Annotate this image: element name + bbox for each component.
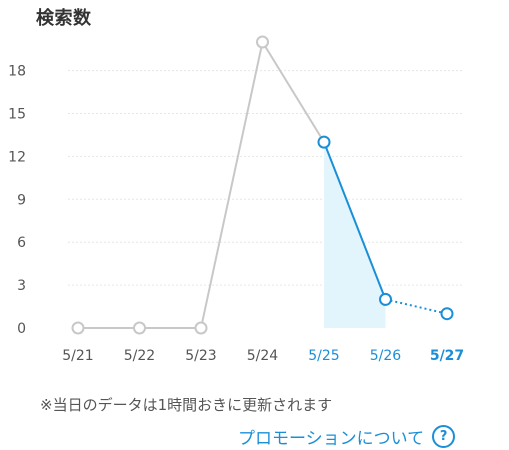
today-partial-line <box>385 298 448 315</box>
y-tick-label: 0 <box>17 321 26 337</box>
x-tick-label: 5/22 <box>124 348 155 364</box>
x-tick-label: 5/25 <box>308 348 339 364</box>
recent-series-line <box>323 141 387 300</box>
data-point <box>256 35 269 49</box>
recent-area-fill <box>324 142 386 328</box>
y-tick-label: 15 <box>8 107 26 123</box>
y-tick-label: 6 <box>17 235 26 251</box>
data-point <box>379 292 392 306</box>
x-tick-label: 5/23 <box>185 348 216 364</box>
data-point <box>440 307 454 321</box>
y-tick-label: 18 <box>8 64 26 80</box>
y-tick-label: 3 <box>17 278 26 294</box>
x-tick-label: 5/21 <box>62 348 93 364</box>
promotion-link-label: プロモーションについて <box>238 429 425 449</box>
promotion-link[interactable]: プロモーションについて ? <box>238 424 456 449</box>
data-point <box>317 135 331 149</box>
y-tick-label: 9 <box>17 192 26 208</box>
chart-title: 検索数 <box>36 8 92 29</box>
x-tick-label: 5/27 <box>430 348 464 364</box>
help-icon[interactable]: ? <box>432 425 456 448</box>
data-point <box>71 321 85 335</box>
data-point <box>194 321 208 335</box>
search-count-chart: 0 3 6 9 12 15 18 5/21 5/22 5/23 5/24 5/25 5/26 5/27 <box>8 35 464 364</box>
x-tick-label: 5/26 <box>370 348 402 364</box>
y-tick-label: 12 <box>8 149 26 165</box>
update-note: ※当日のデータは1時間おきに更新されます <box>40 396 333 414</box>
x-tick-label: 5/24 <box>247 348 279 364</box>
data-point <box>133 321 146 335</box>
